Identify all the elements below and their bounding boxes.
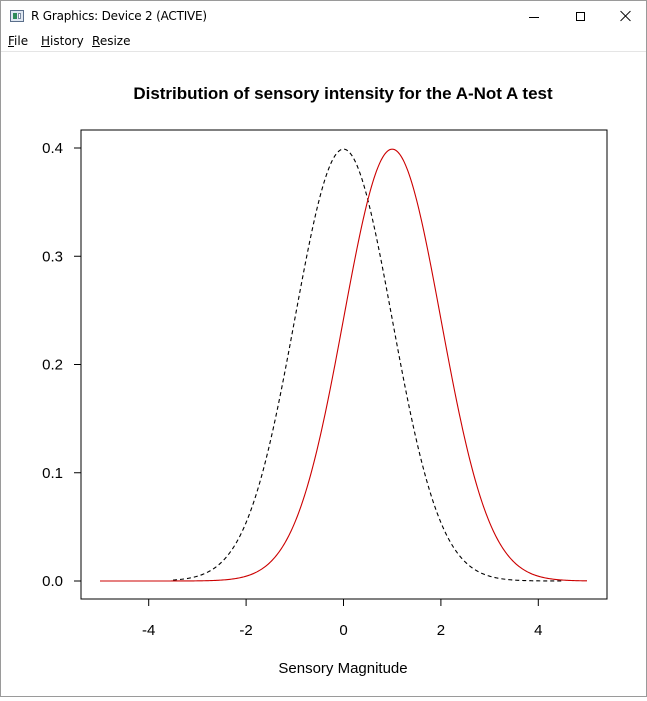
x-tick-label: 0 — [339, 622, 347, 639]
menu-resize-label: esize — [99, 34, 131, 48]
y-tick-label: 0.1 — [42, 465, 63, 482]
x-tick-label: 4 — [534, 622, 542, 639]
plot-area: Distribution of sensory intensity for th… — [1, 52, 646, 701]
close-icon — [620, 10, 632, 22]
y-tick-label: 0.0 — [42, 573, 63, 590]
window-title: R Graphics: Device 2 (ACTIVE) — [31, 9, 207, 23]
minimize-button[interactable] — [511, 1, 557, 31]
menu-bar: File History Resize — [1, 31, 646, 52]
menu-resize[interactable]: Resize — [92, 34, 130, 48]
x-axis-label: Sensory Magnitude — [278, 660, 407, 677]
y-tick-label: 0.2 — [42, 357, 63, 374]
menu-file-label: ile — [14, 34, 29, 48]
plot-frame — [80, 129, 608, 600]
y-tick-label: 0.4 — [42, 140, 63, 157]
y-axis: 0.0 0.1 0.2 0.3 0.4 — [42, 140, 81, 590]
menu-history-mnemonic: H — [41, 34, 51, 48]
series-layer — [100, 148, 588, 582]
close-button[interactable] — [603, 1, 647, 31]
menu-resize-mnemonic: R — [92, 34, 100, 48]
y-tick-label: 0.3 — [42, 248, 63, 265]
title-bar[interactable]: R Graphics: Device 2 (ACTIVE) — [1, 1, 646, 31]
x-tick-label: 2 — [437, 622, 445, 639]
maximize-button[interactable] — [557, 1, 603, 31]
x-axis: -4 -2 0 2 4 — [142, 599, 542, 639]
minimize-icon — [529, 16, 539, 18]
menu-history[interactable]: History — [41, 34, 84, 48]
density-chart: Distribution of sensory intensity for th… — [42, 84, 608, 677]
series-line-dashed — [173, 148, 563, 582]
x-tick-label: -4 — [142, 622, 155, 639]
maximize-icon — [575, 11, 585, 21]
series-line-solid — [100, 148, 588, 582]
r-graphics-app-icon — [10, 10, 24, 22]
menu-history-label: istory — [50, 34, 84, 48]
chart-title: Distribution of sensory intensity for th… — [133, 84, 553, 103]
menu-file[interactable]: File — [8, 34, 28, 48]
menu-file-mnemonic: F — [8, 34, 15, 48]
x-tick-label: -2 — [239, 622, 252, 639]
